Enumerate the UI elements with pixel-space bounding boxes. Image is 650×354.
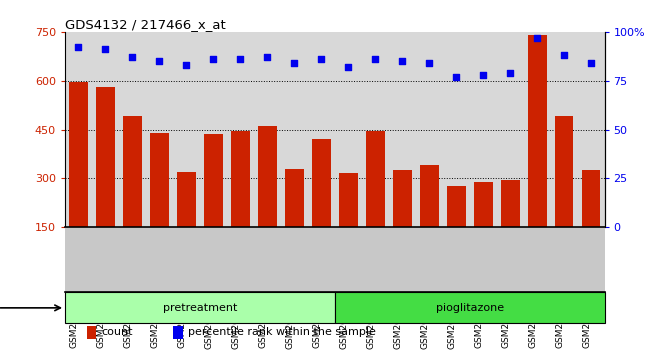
Point [100, 47, 110, 52]
Bar [335, 292, 604, 324]
Point [424, 60, 434, 66]
Bar [86, 326, 96, 339]
Point [532, 35, 542, 41]
Point [505, 70, 515, 76]
Point [154, 58, 164, 64]
Bar [231, 131, 250, 276]
Bar [258, 126, 277, 276]
Point [262, 55, 272, 60]
Bar [177, 172, 196, 276]
Point [343, 64, 354, 70]
Point [127, 55, 138, 60]
Bar [96, 87, 115, 276]
Point [559, 52, 569, 58]
Point [316, 56, 326, 62]
Bar [123, 116, 142, 276]
Point [586, 60, 596, 66]
Bar [582, 170, 601, 276]
Bar [474, 182, 493, 276]
Point [181, 62, 192, 68]
Point [73, 45, 84, 50]
Bar [312, 139, 331, 276]
Bar [393, 170, 411, 276]
Text: pretreatment: pretreatment [162, 303, 237, 313]
Point [289, 60, 300, 66]
Bar [173, 326, 183, 339]
Bar [69, 82, 88, 276]
Bar [528, 35, 547, 276]
Point [208, 56, 218, 62]
Point [478, 72, 488, 78]
Bar [500, 180, 519, 276]
Point [235, 56, 246, 62]
Bar [65, 292, 335, 324]
Text: percentile rank within the sample: percentile rank within the sample [188, 327, 376, 337]
Text: pioglitazone: pioglitazone [436, 303, 504, 313]
Bar [447, 187, 465, 276]
Bar [150, 133, 169, 276]
Bar [366, 131, 385, 276]
Point [397, 58, 408, 64]
Bar [420, 165, 439, 276]
Point [451, 74, 462, 80]
Point [370, 56, 380, 62]
Bar [339, 173, 358, 276]
Bar [285, 169, 304, 276]
Bar [554, 116, 573, 276]
Bar [204, 135, 223, 276]
Text: GDS4132 / 217466_x_at: GDS4132 / 217466_x_at [65, 18, 226, 31]
Text: count: count [101, 327, 133, 337]
